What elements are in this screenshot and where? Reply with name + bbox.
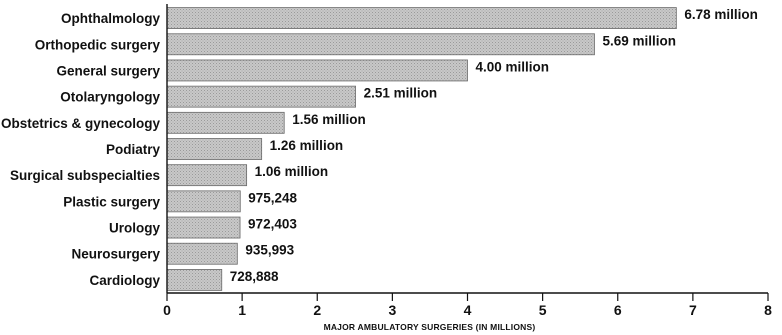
value-label-1: 5.69 million <box>602 33 676 48</box>
value-label-2: 4.00 million <box>476 59 550 74</box>
value-labels: 6.78 million 5.69 million 4.00 million 2.51… <box>230 7 758 284</box>
x-tick-label-2: 2 <box>313 302 321 318</box>
bar-0 <box>166 7 677 29</box>
x-tick-label-8: 8 <box>764 302 772 318</box>
value-label-6: 1.06 million <box>255 164 329 179</box>
bar-7 <box>166 190 241 213</box>
category-label-2: General surgery <box>56 63 160 78</box>
x-tick-label-0: 0 <box>163 302 171 318</box>
x-tick-label-4: 4 <box>464 302 472 318</box>
category-label-6: Surgical subspecialties <box>10 168 160 183</box>
category-label-3: Otolaryngology <box>60 90 160 105</box>
value-label-8: 972,403 <box>248 217 297 232</box>
bar-10 <box>166 269 223 291</box>
value-label-3: 2.51 million <box>364 86 438 101</box>
bars-group <box>166 7 677 291</box>
x-axis-title: MAJOR AMBULATORY SURGERIES (IN MILLIONS) <box>324 322 536 332</box>
value-label-9: 935,993 <box>245 243 294 258</box>
x-tick-label-7: 7 <box>689 302 697 318</box>
x-axis-ticks: 0 1 2 3 4 5 6 7 8 <box>163 293 772 318</box>
value-label-0: 6.78 million <box>684 7 758 22</box>
value-label-5: 1.26 million <box>270 138 344 153</box>
bar-4 <box>166 111 285 134</box>
bar-2 <box>166 59 468 82</box>
x-tick-label-3: 3 <box>388 302 396 318</box>
category-label-4: Obstetrics & gynecology <box>1 116 161 131</box>
category-label-5: Podiatry <box>106 142 161 157</box>
category-label-9: Neurosurgery <box>71 247 160 262</box>
category-labels: Ophthalmology Orthopedic surgery General s… <box>1 11 161 288</box>
category-label-8: Urology <box>109 221 160 236</box>
bar-1 <box>166 33 595 56</box>
x-tick-label-6: 6 <box>614 302 622 318</box>
x-tick-label-5: 5 <box>539 302 547 318</box>
bar-3 <box>166 85 356 108</box>
value-label-10: 728,888 <box>230 269 279 284</box>
bar-8 <box>166 216 241 239</box>
category-label-1: Orthopedic surgery <box>35 37 161 52</box>
category-label-10: Cardiology <box>89 273 160 288</box>
bar-9 <box>166 242 238 265</box>
x-tick-label-1: 1 <box>238 302 246 318</box>
value-label-4: 1.56 million <box>292 112 366 127</box>
value-label-7: 975,248 <box>248 190 297 205</box>
category-label-7: Plastic surgery <box>63 194 160 209</box>
bar-6 <box>166 164 248 187</box>
bar-5 <box>166 138 263 160</box>
category-label-0: Ophthalmology <box>61 11 160 26</box>
